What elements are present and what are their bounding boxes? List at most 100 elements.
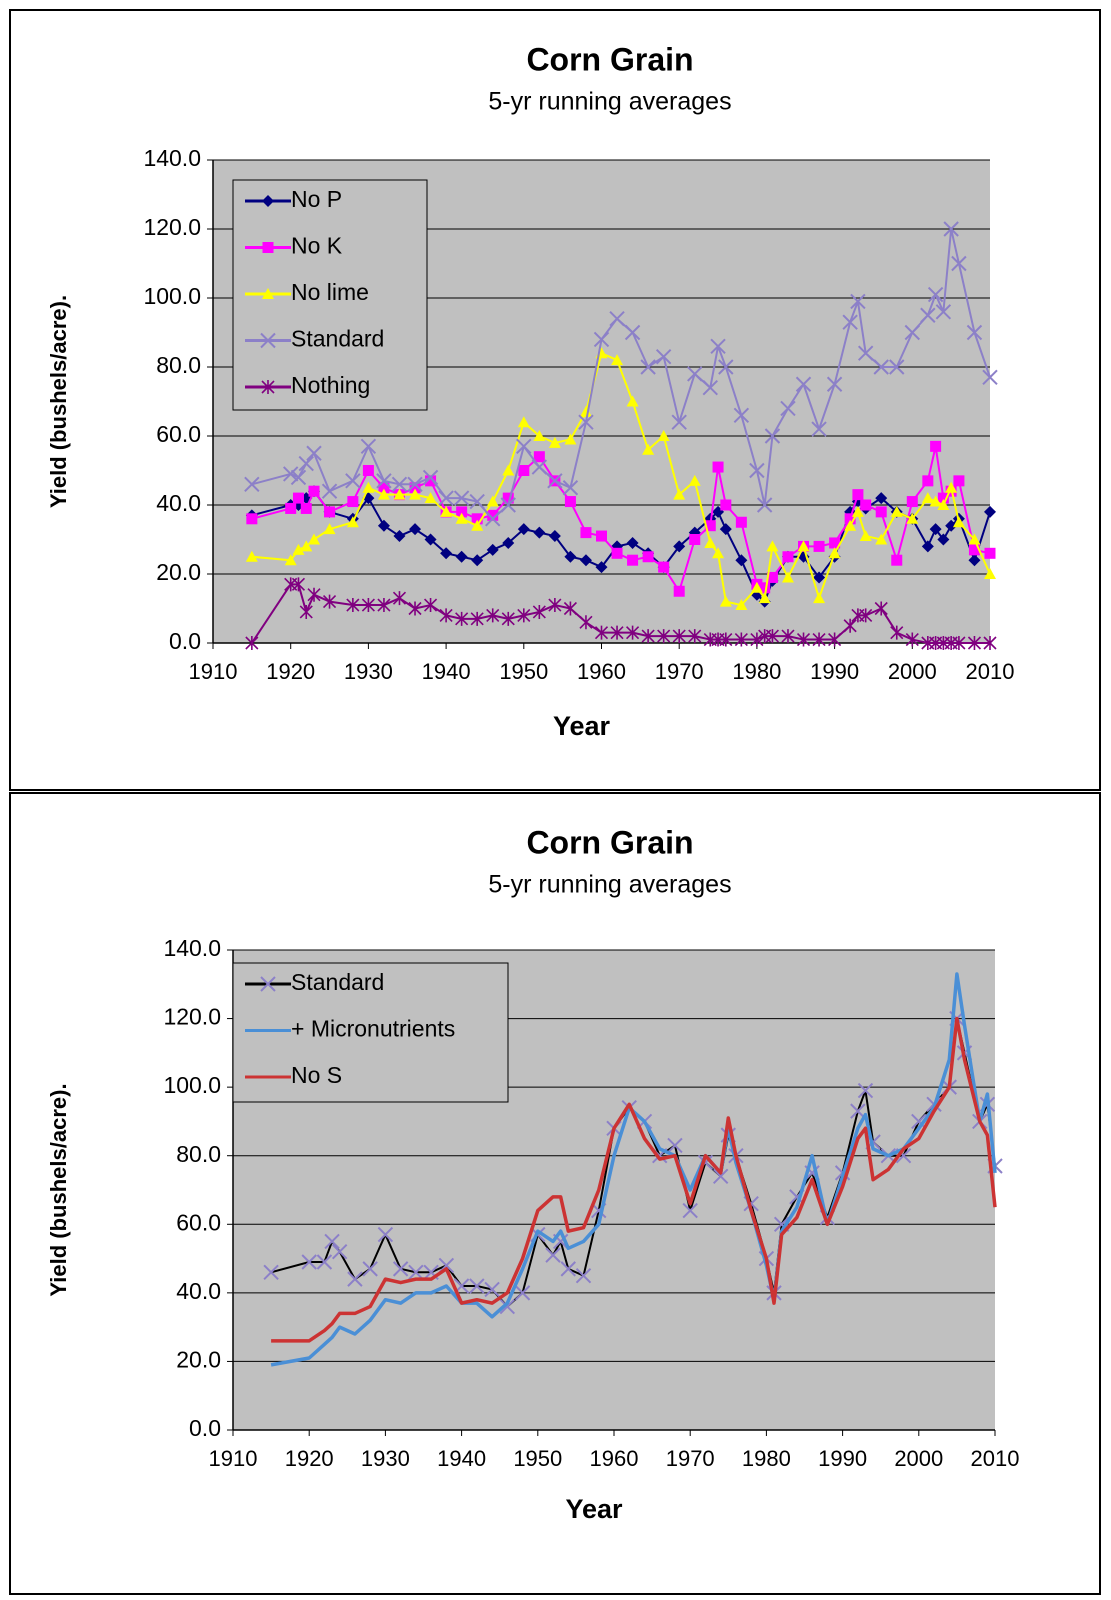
marker bbox=[873, 359, 889, 375]
marker bbox=[347, 496, 359, 508]
x-tick-label: 1970 bbox=[666, 1446, 715, 1471]
marker bbox=[764, 428, 781, 444]
marker bbox=[578, 414, 594, 430]
marker bbox=[360, 438, 377, 455]
marker bbox=[245, 550, 258, 562]
marker bbox=[712, 1168, 729, 1184]
marker bbox=[780, 400, 796, 417]
marker bbox=[345, 473, 361, 489]
marker bbox=[547, 473, 563, 489]
marker bbox=[548, 598, 562, 613]
marker bbox=[502, 464, 515, 476]
marker bbox=[424, 533, 437, 546]
x-tick-label: 1910 bbox=[189, 659, 238, 684]
legend-marker bbox=[262, 242, 274, 253]
y-tick-label: 40.0 bbox=[176, 1278, 221, 1304]
marker bbox=[377, 519, 390, 532]
marker bbox=[911, 1113, 927, 1130]
marker bbox=[952, 636, 966, 650]
marker bbox=[966, 324, 983, 341]
marker bbox=[702, 379, 718, 396]
marker bbox=[842, 314, 858, 330]
y-tick-label: 0.0 bbox=[169, 628, 201, 654]
marker bbox=[533, 430, 546, 441]
marker bbox=[514, 1285, 531, 1301]
marker bbox=[952, 516, 965, 528]
marker bbox=[657, 430, 670, 441]
marker bbox=[890, 625, 904, 640]
marker bbox=[929, 495, 942, 507]
x-tick-label: 1930 bbox=[344, 659, 393, 684]
marker bbox=[704, 536, 717, 548]
marker bbox=[828, 632, 842, 647]
marker bbox=[671, 414, 687, 430]
marker bbox=[921, 492, 934, 504]
marker bbox=[596, 530, 607, 542]
legend bbox=[232, 962, 509, 1103]
marker bbox=[624, 324, 641, 341]
marker bbox=[471, 554, 484, 567]
marker bbox=[655, 348, 672, 365]
marker bbox=[795, 376, 812, 392]
x-tick-label: 2000 bbox=[894, 1446, 943, 1471]
x-tick-label: 1940 bbox=[422, 659, 471, 684]
marker bbox=[667, 1137, 683, 1154]
marker bbox=[346, 516, 359, 528]
marker bbox=[517, 416, 530, 428]
marker bbox=[298, 455, 314, 472]
marker bbox=[626, 395, 639, 407]
marker bbox=[875, 506, 887, 518]
marker bbox=[781, 571, 794, 583]
marker bbox=[750, 581, 763, 593]
marker bbox=[921, 540, 934, 553]
marker bbox=[968, 533, 981, 545]
marker bbox=[844, 513, 856, 525]
marker bbox=[455, 512, 468, 524]
y-axis-label: Yield (bushels/acre). bbox=[46, 1083, 71, 1296]
marker bbox=[682, 1202, 698, 1219]
legend-label: Standard bbox=[291, 326, 384, 352]
marker bbox=[564, 496, 576, 508]
marker bbox=[306, 445, 322, 461]
marker bbox=[796, 632, 811, 647]
y-tick-label: 140.0 bbox=[163, 935, 221, 961]
marker bbox=[324, 1233, 340, 1250]
marker bbox=[929, 523, 942, 536]
marker bbox=[425, 475, 437, 487]
y-tick-label: 80.0 bbox=[176, 1141, 221, 1167]
marker bbox=[392, 1261, 409, 1277]
marker bbox=[905, 632, 919, 647]
y-tick-label: 120.0 bbox=[163, 1004, 221, 1030]
marker bbox=[299, 604, 313, 619]
marker bbox=[469, 493, 485, 510]
legend-marker bbox=[260, 976, 276, 992]
legend-label: No K bbox=[291, 233, 343, 259]
y-tick-label: 60.0 bbox=[176, 1209, 221, 1235]
x-tick-label: 2010 bbox=[966, 659, 1015, 684]
marker bbox=[812, 632, 826, 647]
marker bbox=[626, 536, 639, 549]
marker bbox=[292, 543, 305, 555]
marker bbox=[857, 345, 874, 361]
marker bbox=[440, 547, 453, 560]
y-tick-label: 60.0 bbox=[156, 421, 201, 447]
marker bbox=[501, 611, 515, 626]
marker bbox=[532, 604, 546, 619]
marker bbox=[518, 465, 530, 476]
chart-subtitle: 5-yr running averages bbox=[488, 88, 731, 116]
marker bbox=[759, 582, 771, 594]
x-tick-label: 1950 bbox=[513, 1446, 562, 1471]
marker bbox=[609, 310, 625, 327]
x-axis-label: Year bbox=[553, 711, 611, 741]
marker bbox=[782, 551, 794, 563]
marker bbox=[563, 601, 577, 616]
y-tick-label: 40.0 bbox=[156, 490, 201, 516]
marker bbox=[890, 505, 903, 517]
marker bbox=[362, 1261, 378, 1277]
marker bbox=[860, 499, 872, 511]
marker bbox=[766, 571, 778, 583]
marker bbox=[408, 1264, 424, 1280]
marker bbox=[564, 550, 577, 563]
marker bbox=[438, 490, 454, 506]
